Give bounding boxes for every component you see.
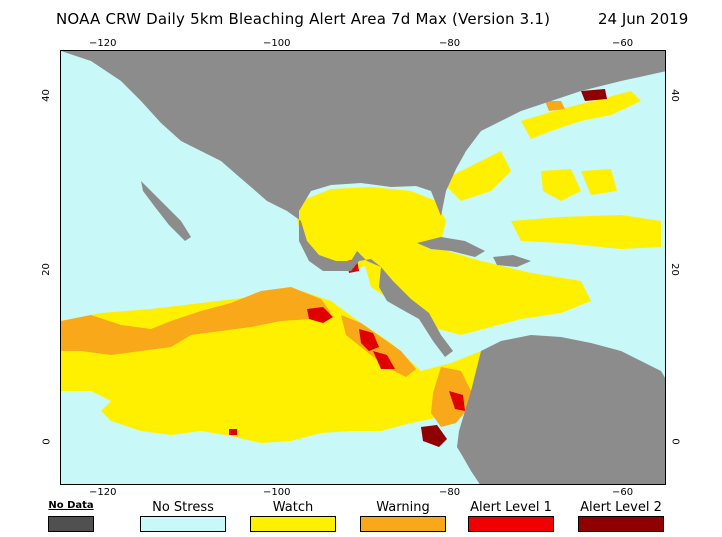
alert-level-2-area [581,89,607,101]
lon-label-bottom: −120 [89,487,117,498]
pacific-warning-area [61,287,331,355]
lon-label-top: −60 [612,38,634,49]
alert-level-1-area [307,307,333,323]
atlantic-watch-area [581,169,617,195]
alert-level-1-area [229,429,237,435]
baja-land [141,181,191,241]
legend-label-warning: Warning [376,500,430,515]
lat-label-left: 0 [41,438,53,445]
alert-level-1-area [359,329,379,351]
hispaniola-land [493,255,531,267]
lat-label-left: 20 [40,263,52,276]
atlantic-warning-area [545,101,565,111]
atlantic-watch-area [441,151,511,201]
atlantic-watch-area [521,91,641,139]
lon-label-bottom: −80 [439,487,461,498]
alert-level-1-area [373,351,395,369]
lon-label-top: −100 [263,38,291,49]
lat-label-right: 20 [668,263,680,276]
legend-label-nodata: No Data [48,500,94,511]
lat-label-right: 0 [669,438,681,445]
gulf-watch-area [297,187,446,267]
lon-label-top: −120 [89,38,117,49]
legend-label-alert2: Alert Level 2 [580,500,662,515]
bleaching-map[interactable] [60,50,666,485]
legend-label-watch: Watch [272,500,314,515]
lat-label-right: 40 [668,89,680,102]
lat-label-left: 40 [40,89,52,102]
atlantic-watch-area [541,169,581,201]
south-america-land [457,335,665,484]
legend-label-alert1: Alert Level 1 [470,500,552,515]
lon-label-top: −80 [439,38,461,49]
lon-label-bottom: −60 [612,487,634,498]
cuba-land [417,237,485,257]
legend-swatch-no-stress [140,516,226,532]
legend-label-no-stress: No Stress [152,500,214,515]
lon-label-bottom: −100 [263,487,291,498]
legend-swatch-watch [250,516,336,532]
legend-swatch-alert1 [468,516,554,532]
legend-swatch-warning [360,516,446,532]
legend-swatch-nodata [48,516,94,532]
map-title: NOAA CRW Daily 5km Bleaching Alert Area … [56,10,551,28]
map-date: 24 Jun 2019 [598,10,689,28]
legend-swatch-alert2 [578,516,664,532]
alert-level-1-area [449,391,465,411]
atlantic-watch-area [511,215,661,249]
alert-level-2-area [421,425,447,447]
north-america-land [61,51,665,357]
